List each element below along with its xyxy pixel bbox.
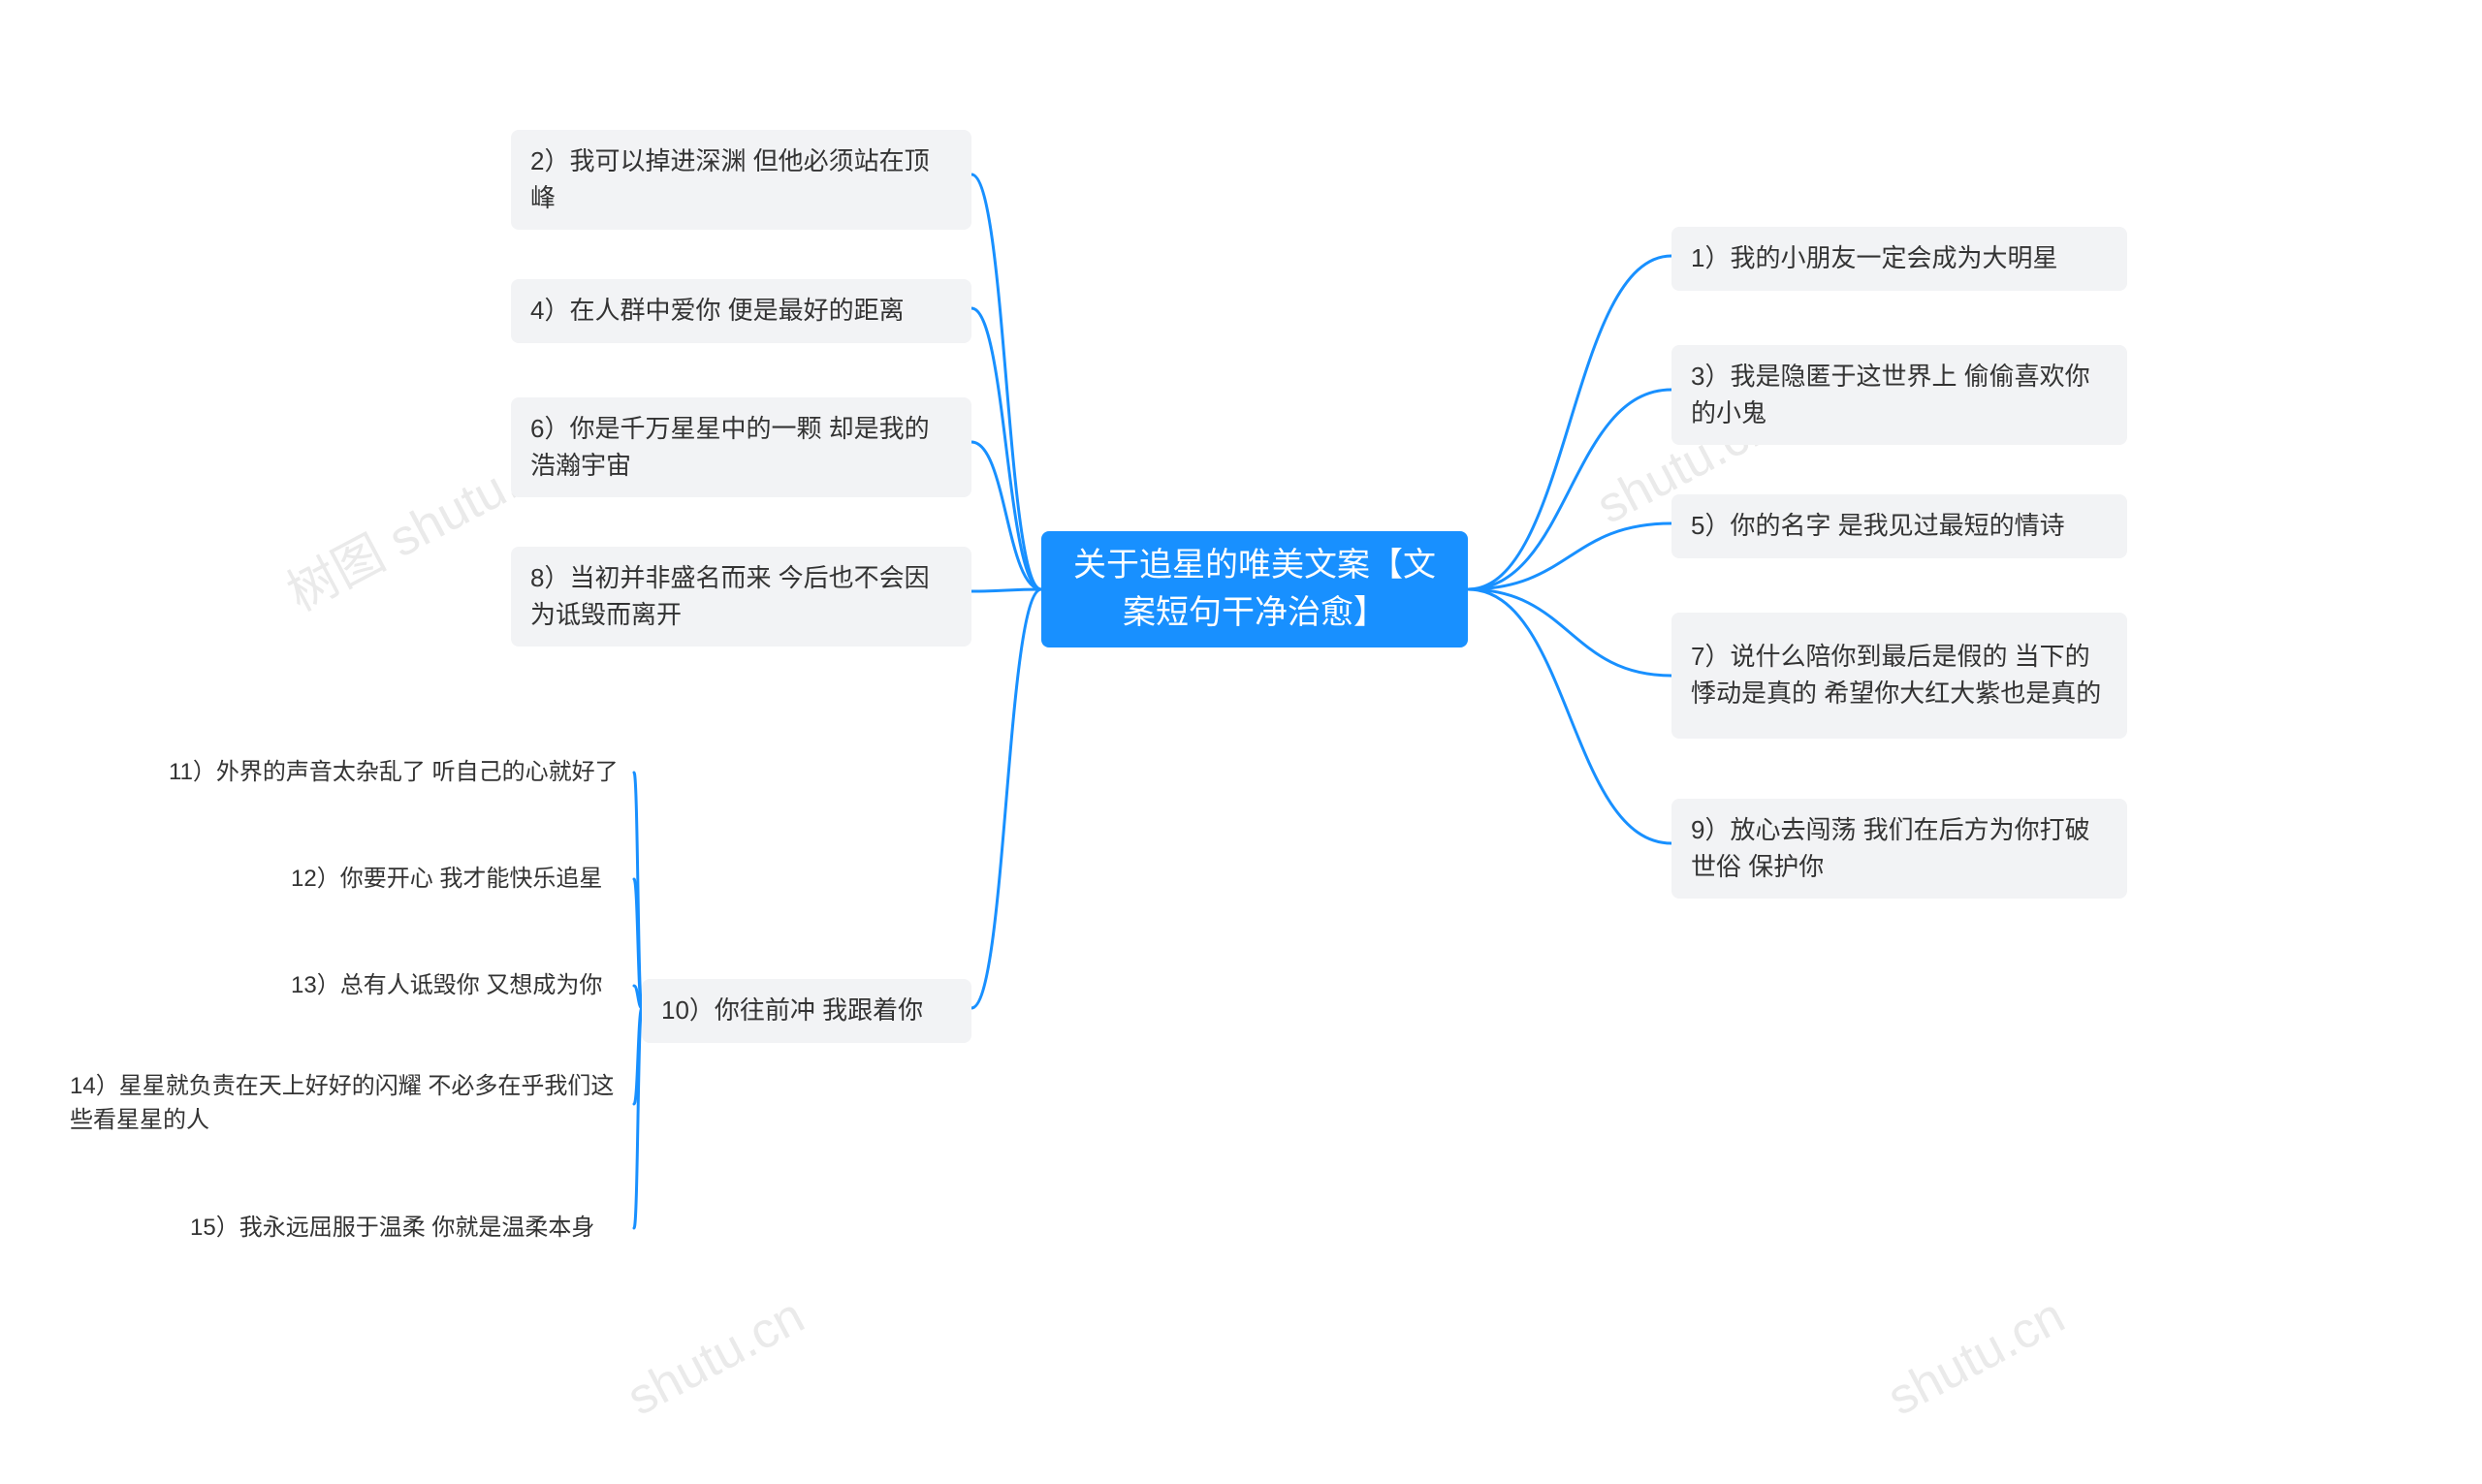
branch-node-n9[interactable]: 9）放心去闯荡 我们在后方为你打破世俗 保护你 xyxy=(1671,799,2127,899)
branch-node-n8[interactable]: 8）当初并非盛名而来 今后也不会因为诋毁而离开 xyxy=(511,547,971,647)
leaf-label: 13）总有人诋毁你 又想成为你 xyxy=(291,969,602,1003)
leaf-label: 14）星星就负责在天上好好的闪耀 不必多在乎我们这些看星星的人 xyxy=(70,1070,634,1138)
branch-label: 6）你是千万星星中的一颗 却是我的浩瀚宇宙 xyxy=(530,414,930,480)
leaf-node-n12[interactable]: 12）你要开心 我才能快乐追星 xyxy=(291,863,634,897)
connector xyxy=(1468,523,1671,589)
root-node[interactable]: 关于追星的唯美文案【文案短句干净治愈】 xyxy=(1041,531,1468,647)
branch-label: 1）我的小朋友一定会成为大明星 xyxy=(1691,243,2057,272)
connector xyxy=(634,986,642,1008)
branch-node-n2[interactable]: 2）我可以掉进深渊 但他必须站在顶峰 xyxy=(511,130,971,230)
branch-label: 9）放心去闯荡 我们在后方为你打破世俗 保护你 xyxy=(1691,815,2090,881)
watermark: shutu.cn xyxy=(1878,1286,2074,1427)
connector xyxy=(971,442,1041,589)
mindmap-canvas: 树图 shutu.cnshutu.cnshutu.cnshutu.cn关于追星的… xyxy=(0,0,2482,1484)
link-layer xyxy=(0,0,2482,1484)
connector xyxy=(971,589,1041,591)
branch-label: 8）当初并非盛名而来 今后也不会因为诋毁而离开 xyxy=(530,563,930,629)
connector xyxy=(634,773,642,1008)
connector xyxy=(634,1008,642,1228)
leaf-node-n13[interactable]: 13）总有人诋毁你 又想成为你 xyxy=(291,969,634,1003)
connector xyxy=(971,174,1041,589)
watermark-text: shutu.cn xyxy=(619,1287,813,1426)
branch-label: 4）在人群中爱你 便是最好的距离 xyxy=(530,296,905,325)
watermark: shutu.cn xyxy=(618,1286,813,1427)
connector xyxy=(1468,256,1671,589)
branch-label: 7）说什么陪你到最后是假的 当下的悸动是真的 希望你大红大紫也是真的 xyxy=(1691,642,2101,708)
leaf-node-n11[interactable]: 11）外界的声音太杂乱了 听自己的心就好了 xyxy=(169,756,634,790)
leaf-node-n14[interactable]: 14）星星就负责在天上好好的闪耀 不必多在乎我们这些看星星的人 xyxy=(70,1070,634,1138)
leaf-node-n15[interactable]: 15）我永远屈服于温柔 你就是温柔本身 xyxy=(190,1212,634,1246)
watermark-text: shutu.cn xyxy=(1879,1287,2074,1426)
connector xyxy=(1468,589,1671,676)
connector xyxy=(971,589,1041,1008)
branch-node-n7[interactable]: 7）说什么陪你到最后是假的 当下的悸动是真的 希望你大红大紫也是真的 xyxy=(1671,613,2127,739)
connector xyxy=(971,308,1041,589)
leaf-label: 15）我永远屈服于温柔 你就是温柔本身 xyxy=(190,1212,594,1246)
connector xyxy=(1468,390,1671,589)
connector xyxy=(634,1008,642,1104)
branch-label: 10）你往前冲 我跟着你 xyxy=(661,995,923,1025)
branch-label: 2）我可以掉进深渊 但他必须站在顶峰 xyxy=(530,146,930,212)
branch-node-n4[interactable]: 4）在人群中爱你 便是最好的距离 xyxy=(511,279,971,343)
branch-node-n3[interactable]: 3）我是隐匿于这世界上 偷偷喜欢你的小鬼 xyxy=(1671,345,2127,445)
leaf-label: 11）外界的声音太杂乱了 听自己的心就好了 xyxy=(169,756,619,790)
branch-node-n1[interactable]: 1）我的小朋友一定会成为大明星 xyxy=(1671,227,2127,291)
branch-label: 3）我是隐匿于这世界上 偷偷喜欢你的小鬼 xyxy=(1691,362,2090,427)
connector xyxy=(634,879,642,1008)
branch-node-n10[interactable]: 10）你往前冲 我跟着你 xyxy=(642,979,971,1043)
branch-node-n6[interactable]: 6）你是千万星星中的一颗 却是我的浩瀚宇宙 xyxy=(511,397,971,497)
branch-label: 5）你的名字 是我见过最短的情诗 xyxy=(1691,511,2065,540)
leaf-label: 12）你要开心 我才能快乐追星 xyxy=(291,863,602,897)
connector xyxy=(1468,589,1671,843)
branch-node-n5[interactable]: 5）你的名字 是我见过最短的情诗 xyxy=(1671,494,2127,558)
root-label: 关于追星的唯美文案【文案短句干净治愈】 xyxy=(1073,547,1436,631)
